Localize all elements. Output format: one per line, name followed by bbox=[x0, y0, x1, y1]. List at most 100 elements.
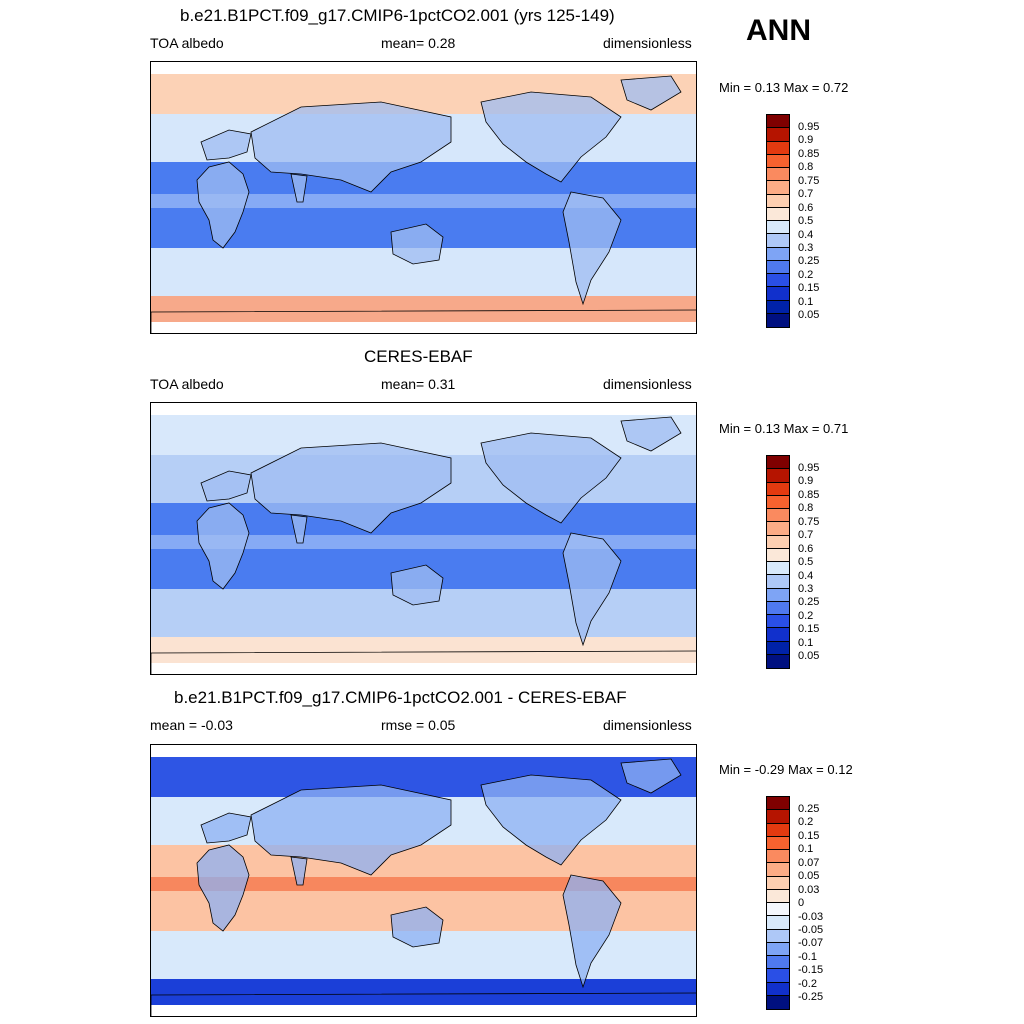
colorbar-tick-label: -0.15 bbox=[798, 964, 824, 977]
panel-1-variable-label: TOA albedo bbox=[150, 35, 224, 51]
continent-outline bbox=[390, 906, 444, 948]
arctic-band bbox=[151, 74, 696, 114]
colorbar-swatch bbox=[767, 654, 789, 668]
colorbar-swatch bbox=[767, 300, 789, 314]
colorbar-tick-label: 0.07 bbox=[798, 856, 820, 869]
colorbar-tick-label: -0.25 bbox=[798, 991, 824, 1004]
continent-outline bbox=[562, 191, 622, 306]
colorbar-tick-label: 0.8 bbox=[798, 502, 814, 515]
itcz-band bbox=[151, 877, 696, 891]
colorbar-swatch bbox=[767, 850, 789, 864]
panel-2-title: CERES-EBAF bbox=[364, 347, 473, 366]
colorbar-swatch bbox=[767, 615, 789, 629]
colorbar-swatch bbox=[767, 903, 789, 917]
colorbar-tick-label: 0.25 bbox=[798, 255, 820, 268]
colorbar-tick-label: 0.15 bbox=[798, 829, 820, 842]
continent-outline bbox=[620, 75, 682, 111]
colorbar-tick-label: -0.1 bbox=[798, 950, 817, 963]
continent-outline bbox=[480, 432, 622, 524]
panel-1-minmax: Min = 0.13 Max = 0.72 bbox=[719, 80, 849, 95]
panel-2-colorbar-labels: 0.95 0.9 0.85 0.8 0.75 0.7 0.6 0.5 0.4 0.3 0.25 0.2… bbox=[798, 462, 819, 664]
colorbar-tick-label: 0.1 bbox=[798, 843, 814, 856]
colorbar-tick-label: 0.1 bbox=[798, 295, 814, 308]
panel-1-colorbar-labels: 0.95 0.9 0.85 0.8 0.75 0.7 0.6 0.5 0.4 0.3 0.25 0.2… bbox=[798, 121, 819, 323]
continent-outline bbox=[200, 129, 252, 161]
colorbar-tick-label: 0.7 bbox=[798, 529, 814, 542]
panel-3-rmse: rmse = 0.05 bbox=[381, 717, 456, 733]
continent-outline bbox=[620, 416, 682, 452]
colorbar-tick-label: 0.8 bbox=[798, 161, 814, 174]
colorbar-tick-label: 0.2 bbox=[798, 816, 814, 829]
continent-outline bbox=[480, 774, 622, 866]
continent-outline bbox=[250, 101, 452, 193]
colorbar-tick-label: 0 bbox=[798, 897, 805, 910]
colorbar-tick-label: 0.85 bbox=[798, 147, 820, 160]
antarctica-coastline bbox=[151, 650, 696, 674]
panel-3-colorbar bbox=[766, 796, 790, 1010]
colorbar-swatch bbox=[767, 234, 789, 248]
colorbar-swatch bbox=[767, 562, 789, 576]
panel-3-colorbar-labels: 0.25 0.2 0.15 0.1 0.07 0.05 0.03 0 -0.03 -0.05 -0.… bbox=[798, 803, 823, 1005]
antarctica-coastline bbox=[151, 309, 696, 333]
colorbar-tick-label: 0.4 bbox=[798, 569, 814, 582]
panel-1-map bbox=[150, 61, 697, 334]
southern-ocean-band bbox=[151, 296, 696, 322]
continent-outline bbox=[480, 91, 622, 183]
continent-outline bbox=[620, 758, 682, 794]
colorbar-tick-label: 0.3 bbox=[798, 582, 814, 595]
southern-ocean-band bbox=[151, 637, 696, 663]
colorbar-tick-label: 0.2 bbox=[798, 268, 814, 281]
colorbar-tick-label: 0.25 bbox=[798, 803, 820, 815]
colorbar-swatch bbox=[767, 221, 789, 235]
colorbar-swatch bbox=[767, 260, 789, 274]
colorbar-tick-label: 0.05 bbox=[798, 309, 820, 322]
colorbar-swatch bbox=[767, 141, 789, 155]
colorbar-tick-label: -0.07 bbox=[798, 937, 824, 950]
season-label: ANN bbox=[746, 14, 811, 47]
panel-2-map bbox=[150, 402, 697, 675]
colorbar-swatch bbox=[767, 601, 789, 615]
panel-1-mean: mean= 0.28 bbox=[381, 35, 456, 51]
panel-1-units: dimensionless bbox=[603, 35, 692, 51]
colorbar-swatch bbox=[767, 956, 789, 970]
continent-outline bbox=[290, 173, 308, 203]
colorbar-swatch bbox=[767, 181, 789, 195]
colorbar-tick-label: -0.03 bbox=[798, 910, 824, 923]
colorbar-swatch bbox=[767, 836, 789, 850]
colorbar-tick-label: 0.5 bbox=[798, 215, 814, 228]
colorbar-swatch bbox=[767, 916, 789, 930]
continent-outline bbox=[390, 564, 444, 606]
continent-outline bbox=[290, 856, 308, 886]
colorbar-swatch bbox=[767, 969, 789, 983]
colorbar-tick-label: -0.2 bbox=[798, 977, 817, 990]
colorbar-swatch bbox=[767, 522, 789, 536]
itcz-band bbox=[151, 535, 696, 549]
continent-outline bbox=[250, 784, 452, 876]
panel-3-map bbox=[150, 744, 697, 1017]
panel-1-title: b.e21.B1PCT.f09_g17.CMIP6-1pctCO2.001 (y… bbox=[180, 6, 615, 25]
colorbar-tick-label: 0.9 bbox=[798, 475, 814, 488]
colorbar-swatch bbox=[767, 287, 789, 301]
colorbar-tick-label: 0.15 bbox=[798, 282, 820, 295]
panel-2-map-svg bbox=[151, 403, 696, 674]
colorbar-swatch bbox=[767, 810, 789, 824]
colorbar-swatch bbox=[767, 469, 789, 483]
colorbar-tick-label: 0.6 bbox=[798, 542, 814, 555]
continent-outline bbox=[562, 874, 622, 989]
colorbar-tick-label: 0.95 bbox=[798, 462, 820, 474]
colorbar-swatch bbox=[767, 535, 789, 549]
colorbar-tick-label: 0.4 bbox=[798, 228, 814, 241]
colorbar-swatch bbox=[767, 797, 789, 811]
panel-3-minmax: Min = -0.29 Max = 0.12 bbox=[719, 762, 853, 777]
colorbar-swatch bbox=[767, 823, 789, 837]
colorbar-tick-label: 0.25 bbox=[798, 596, 820, 609]
colorbar-swatch bbox=[767, 154, 789, 168]
colorbar-swatch bbox=[767, 995, 789, 1009]
panel-2-units: dimensionless bbox=[603, 376, 692, 392]
colorbar-tick-label: 0.95 bbox=[798, 121, 820, 133]
colorbar-swatch bbox=[767, 313, 789, 327]
panel-3-title: b.e21.B1PCT.f09_g17.CMIP6-1pctCO2.001 - … bbox=[174, 688, 627, 707]
colorbar-swatch bbox=[767, 889, 789, 903]
colorbar-tick-label: 0.2 bbox=[798, 609, 814, 622]
colorbar-tick-label: 0.7 bbox=[798, 188, 814, 201]
